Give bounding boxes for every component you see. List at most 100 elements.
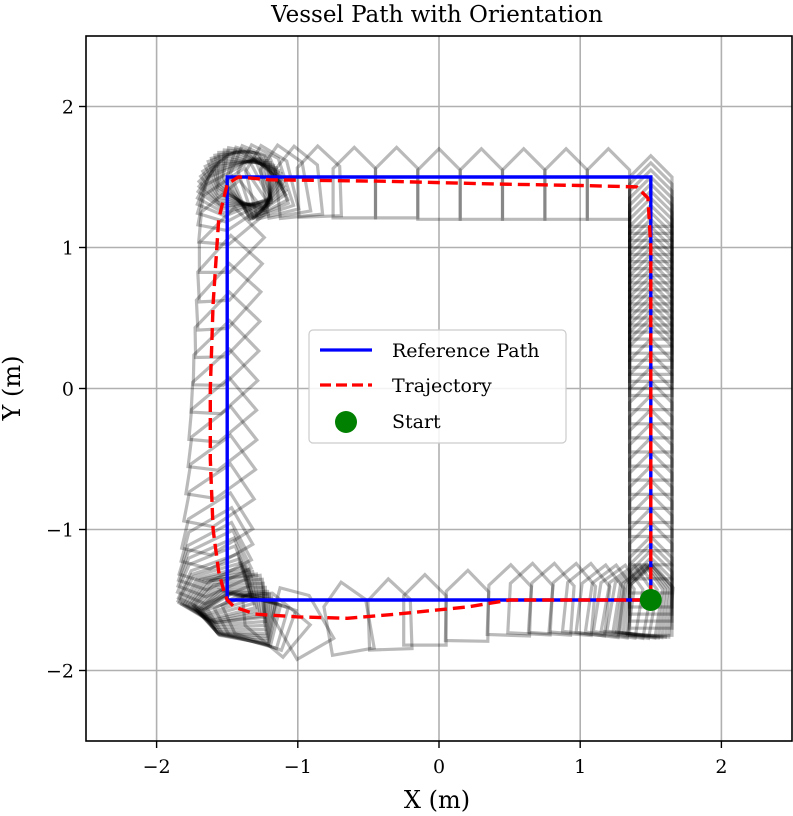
vessel-outline <box>197 205 267 274</box>
vessel-outline <box>228 143 291 222</box>
vessel-outline <box>627 435 674 510</box>
plot-area <box>175 142 675 662</box>
vessel-outline <box>225 145 291 222</box>
vessel-outline <box>196 178 269 247</box>
vessel-outline <box>176 551 255 613</box>
vessel-outline <box>203 151 281 213</box>
vessel-outline <box>506 561 555 637</box>
vessel-outline <box>627 202 674 278</box>
vessel-outline <box>176 560 255 619</box>
vessel-outline <box>627 520 674 595</box>
vessel-outline <box>627 195 674 271</box>
vessel-outline <box>624 562 675 639</box>
vessel-outline <box>485 562 533 638</box>
vessel-outline <box>627 266 674 341</box>
vessel-outline <box>196 165 271 233</box>
y-axis-label: Y (m) <box>0 356 26 422</box>
vessel-outline <box>627 188 674 264</box>
vessel-outline <box>627 174 674 250</box>
vessel-outline <box>402 572 448 647</box>
vessel-outline <box>618 562 670 640</box>
vessel-outline <box>627 322 674 398</box>
vessel-outline <box>220 148 289 220</box>
vessel-outline <box>181 461 257 529</box>
start-marker <box>639 589 662 611</box>
vessel-outline <box>627 562 674 637</box>
vessel-outline <box>176 528 254 592</box>
vessel-outline <box>198 156 276 209</box>
vessel-outline <box>195 156 273 218</box>
vessel-outline <box>175 535 254 599</box>
vessel-outline <box>627 153 674 228</box>
vessel-outline <box>627 534 674 609</box>
vessel-outline <box>627 160 674 235</box>
vessel-outline <box>627 315 674 391</box>
vessel-outline <box>627 407 674 482</box>
vessel-outline <box>583 562 636 640</box>
y-tick-label: 2 <box>62 97 74 119</box>
x-tick-label: −1 <box>284 756 312 778</box>
vessel-outline <box>627 506 674 581</box>
vessel-outline <box>189 346 260 416</box>
vessel-outline <box>198 590 276 644</box>
chart-title: Vessel Path with Orientation <box>270 2 603 28</box>
vessel-outline <box>220 591 298 653</box>
vessel-outline <box>627 280 674 355</box>
vessel-outline <box>627 217 674 292</box>
vessel-outline <box>627 252 674 327</box>
vessel-outline <box>200 591 278 646</box>
vessel-outline <box>627 379 674 454</box>
vessel-outline <box>177 520 254 585</box>
vessel-outline <box>295 143 344 219</box>
vessel-outline <box>196 589 274 641</box>
y-tick-label: −2 <box>46 661 74 683</box>
vessel-outline <box>627 308 674 383</box>
vessel-outline <box>179 490 256 557</box>
vessel-outline <box>627 548 674 623</box>
vessel-outline <box>366 576 414 652</box>
vessel-outline <box>187 572 265 625</box>
vessel-outline <box>627 350 674 426</box>
vessel-outline <box>574 562 626 640</box>
legend-swatch-start <box>335 411 357 433</box>
legend: Reference Path Trajectory Start <box>308 329 567 444</box>
vessel-outline <box>627 210 674 285</box>
x-tick-label: −2 <box>143 756 171 778</box>
vessel-outline <box>184 433 258 501</box>
vessel-outline <box>627 231 674 306</box>
vessel-outline <box>189 573 267 625</box>
vessel-outline <box>184 569 262 624</box>
vessel-outline <box>212 592 291 651</box>
vessel-outline <box>627 555 674 630</box>
vessel-outline <box>627 238 674 313</box>
x-axis-label: X (m) <box>404 786 470 814</box>
series-lines <box>208 175 662 620</box>
vessel-outline <box>195 156 274 211</box>
axis-ticks: −2 −1 0 1 2 −2 −1 0 1 2 <box>46 97 727 779</box>
x-tick-label: 2 <box>715 756 727 778</box>
vessel-outline <box>627 301 674 376</box>
vessel-outline <box>627 336 674 412</box>
vessel-outline <box>191 318 262 387</box>
y-tick-label: −1 <box>46 520 74 542</box>
vessel-outline <box>627 365 674 440</box>
x-tick-label: 0 <box>433 756 445 778</box>
vessel-outline <box>627 393 674 468</box>
vessel-outline <box>547 561 598 638</box>
vessel-outline <box>627 259 674 334</box>
vessel-outline <box>196 158 273 208</box>
vessel-outline <box>181 567 260 623</box>
vessel-outline <box>627 245 674 320</box>
y-tick-label: 1 <box>62 238 74 260</box>
vessel-outline <box>175 557 254 617</box>
vessel-outline <box>209 149 285 216</box>
vessel-outline <box>187 375 259 444</box>
legend-box <box>308 329 567 444</box>
vessel-outline <box>236 142 296 221</box>
trajectory-line <box>208 175 653 620</box>
vessel-outline <box>213 150 286 218</box>
vessel-outline <box>627 421 674 496</box>
vessel-outline <box>195 156 274 215</box>
legend-label-reference: Reference Path <box>392 340 539 362</box>
